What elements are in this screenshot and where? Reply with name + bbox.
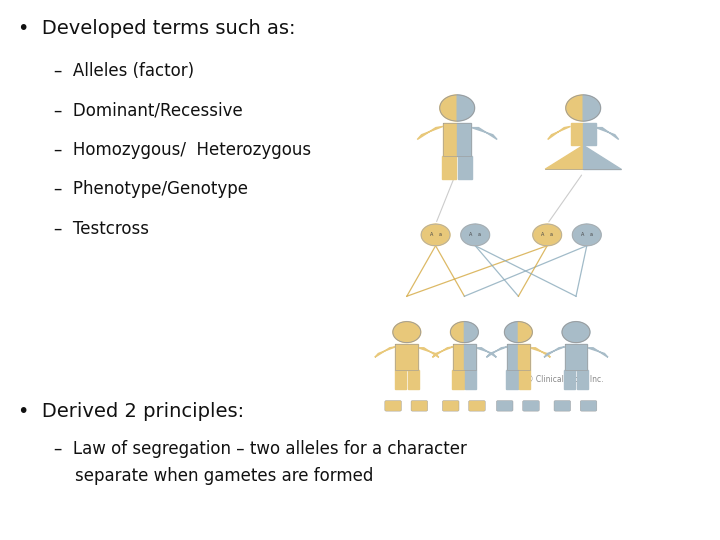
Polygon shape [545, 145, 583, 169]
Polygon shape [457, 95, 474, 121]
Text: •  Developed terms such as:: • Developed terms such as: [18, 19, 295, 38]
Polygon shape [452, 370, 464, 389]
Polygon shape [393, 322, 407, 342]
Polygon shape [487, 347, 507, 357]
Text: a: a [550, 232, 553, 238]
Polygon shape [519, 370, 531, 389]
Polygon shape [572, 224, 587, 246]
Polygon shape [453, 344, 464, 370]
Text: a: a [438, 232, 441, 238]
Polygon shape [465, 370, 477, 389]
Polygon shape [418, 348, 438, 357]
Polygon shape [577, 370, 588, 389]
Polygon shape [464, 322, 478, 342]
Polygon shape [518, 322, 532, 342]
Text: a: a [590, 232, 593, 238]
FancyBboxPatch shape [580, 401, 597, 411]
Polygon shape [583, 95, 600, 121]
Polygon shape [596, 127, 618, 139]
Text: –  Law of segregation – two alleles for a character: – Law of segregation – two alleles for a… [54, 440, 467, 458]
Text: –  Dominant/Recessive: – Dominant/Recessive [54, 102, 243, 119]
Polygon shape [588, 348, 608, 357]
Polygon shape [583, 123, 596, 145]
Polygon shape [440, 95, 457, 121]
Polygon shape [395, 370, 406, 389]
Polygon shape [544, 347, 564, 357]
Text: •  Derived 2 principles:: • Derived 2 principles: [18, 402, 244, 421]
Text: A: A [581, 232, 584, 238]
FancyBboxPatch shape [523, 401, 539, 411]
Polygon shape [451, 322, 464, 342]
Polygon shape [518, 344, 530, 370]
Polygon shape [375, 347, 395, 357]
Polygon shape [587, 224, 601, 246]
Polygon shape [564, 370, 575, 389]
FancyBboxPatch shape [411, 401, 428, 411]
Polygon shape [436, 224, 450, 246]
FancyBboxPatch shape [442, 401, 459, 411]
Polygon shape [433, 347, 453, 357]
Polygon shape [548, 126, 570, 139]
Polygon shape [507, 344, 518, 370]
Polygon shape [566, 95, 583, 121]
Polygon shape [408, 370, 419, 389]
Polygon shape [533, 224, 547, 246]
Polygon shape [583, 145, 621, 169]
Polygon shape [562, 322, 576, 342]
Text: A: A [541, 232, 544, 238]
Polygon shape [506, 370, 518, 389]
Polygon shape [457, 123, 472, 156]
Polygon shape [461, 224, 475, 246]
Polygon shape [530, 348, 550, 357]
FancyBboxPatch shape [554, 401, 570, 411]
Polygon shape [570, 123, 583, 145]
Polygon shape [407, 322, 420, 342]
FancyBboxPatch shape [496, 401, 513, 411]
Polygon shape [576, 344, 588, 370]
Polygon shape [407, 344, 418, 370]
Text: –  Testcross: – Testcross [54, 220, 149, 238]
Text: © Clinical Tools, Inc.: © Clinical Tools, Inc. [526, 375, 603, 384]
Polygon shape [547, 224, 562, 246]
Text: –  Homozygous/  Heterozygous: – Homozygous/ Heterozygous [54, 141, 311, 159]
Polygon shape [476, 348, 496, 357]
Text: A: A [469, 232, 472, 238]
Text: a: a [478, 232, 481, 238]
Polygon shape [421, 224, 436, 246]
Polygon shape [464, 344, 476, 370]
Text: A: A [430, 232, 433, 238]
Polygon shape [458, 156, 472, 179]
Text: separate when gametes are formed: separate when gametes are formed [54, 467, 374, 485]
Text: –  Phenotype/Genotype: – Phenotype/Genotype [54, 180, 248, 198]
Polygon shape [505, 322, 518, 342]
Polygon shape [475, 224, 490, 246]
Text: –  Alleles (factor): – Alleles (factor) [54, 62, 194, 80]
Polygon shape [418, 126, 443, 139]
Polygon shape [395, 344, 407, 370]
Polygon shape [443, 123, 457, 156]
Polygon shape [442, 156, 456, 179]
Polygon shape [576, 322, 590, 342]
FancyBboxPatch shape [469, 401, 485, 411]
Polygon shape [564, 344, 576, 370]
Polygon shape [472, 127, 497, 139]
FancyBboxPatch shape [384, 401, 401, 411]
